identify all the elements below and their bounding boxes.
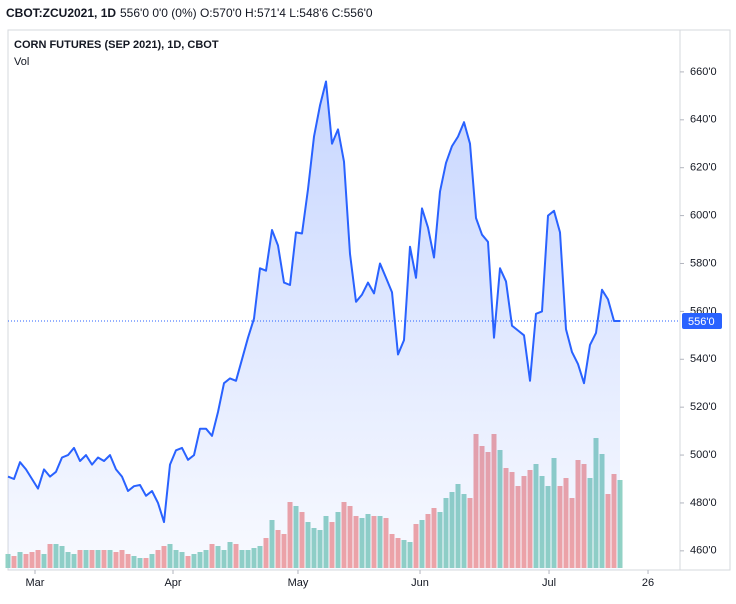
chart-title: CORN FUTURES (SEP 2021), 1D, CBOT (14, 39, 219, 51)
y-tick-label: 620'0 (690, 162, 717, 174)
x-tick-label: Apr (164, 577, 181, 589)
y-tick-label: 460'0 (690, 545, 717, 557)
y-tick-label: 480'0 (690, 497, 717, 509)
x-tick-label: Mar (26, 577, 45, 589)
x-tick-label: Jul (542, 577, 556, 589)
y-tick-label: 520'0 (690, 401, 717, 413)
vol-label: Vol (14, 56, 29, 68)
y-tick-label: 660'0 (690, 66, 717, 78)
last-price-box (682, 312, 722, 329)
y-tick-label: 600'0 (690, 209, 717, 221)
price-line (7, 80, 620, 524)
last-price-label: 556'0 (688, 316, 715, 328)
area (8, 81, 620, 570)
x-tick-label: Jun (411, 577, 429, 589)
plot (5, 80, 680, 570)
symbol: CBOT:ZCU2021, 1D (6, 6, 116, 20)
y-tick-label: 580'0 (690, 257, 717, 269)
quote: 556'0 0'0 (0%) O:570'0 H:571'4 L:548'6 C… (120, 6, 373, 20)
y-tick-label: 540'0 (690, 353, 717, 365)
x-tick-label: May (288, 577, 309, 589)
x-tick-label: 26 (642, 577, 654, 589)
y-tick-label: 640'0 (690, 114, 717, 126)
y-tick-label: 500'0 (690, 449, 717, 461)
